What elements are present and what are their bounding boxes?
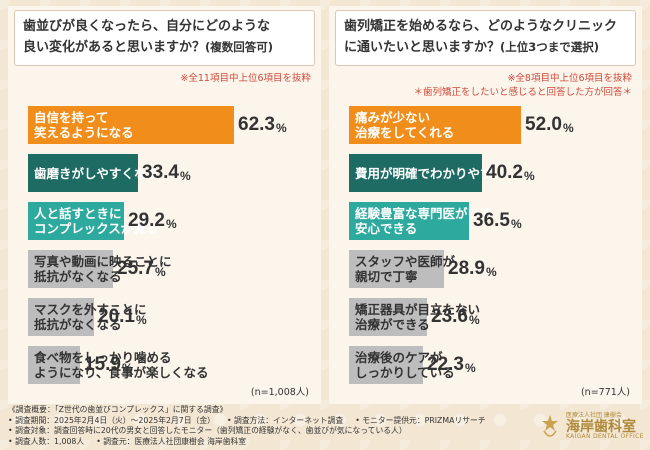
bar-value-label: 28.9% xyxy=(448,250,497,288)
bar-value-unit: % xyxy=(179,169,191,183)
right-title-text: 歯列矯正を始めるなら、どのようなクリニック に通いたいと思いますか？ xyxy=(344,19,618,55)
bar-value-unit: % xyxy=(485,265,497,279)
clinic-logo: 医療法人社団 康樹会 海岸歯科室 KAIGAN DENTAL OFFICE xyxy=(538,408,646,446)
bar-right-2: 経験豊富な専門医がいて 安心できる 36.5% xyxy=(349,202,522,240)
bar-value-label: 62.3% xyxy=(238,106,287,144)
left-chart-note: ※全11項目中上位6項目を抜粋 xyxy=(180,73,311,84)
bar-label: 治療後のケアが しっかりしている xyxy=(355,350,455,380)
bar-value-label: 15.9% xyxy=(84,346,133,384)
bar-value-label: 22.3% xyxy=(427,346,476,384)
bar-label: 食べ物をしっかり噛める ようになり、食事が楽しくなる xyxy=(34,350,209,380)
bar-value-unit: % xyxy=(562,121,574,135)
footer-sponsor: • 調査元：医療法人社団康樹会 海岸歯科室 xyxy=(96,436,247,446)
bar-value-unit: % xyxy=(468,313,480,327)
bar-value-number: 62.3 xyxy=(238,114,275,135)
bar-value-number: 28.9 xyxy=(448,258,485,279)
left-title-text: 歯並びが良くなったら、自分にどのような 良い変化があると思いますか？ xyxy=(23,19,271,55)
bar-value-label: 25.7% xyxy=(117,250,166,288)
right-chart-title: 歯列矯正を始めるなら、どのようなクリニック に通いたいと思いますか？(上位3つま… xyxy=(335,10,636,66)
bar-label: 歯磨きがしやすくなる xyxy=(34,165,159,181)
footer-provider: • モニター提供元：PRIZMAリサーチ xyxy=(355,415,486,425)
bar-label: 矯正器具が目立たない 治療ができる xyxy=(355,302,481,332)
bar-label: 自信を持って 笑えるようになる xyxy=(34,110,134,140)
bar-left-0: 自信を持って 笑えるようになる 62.3% xyxy=(28,106,287,144)
bar-value-unit: % xyxy=(275,121,287,135)
bar-value-label: 23.6% xyxy=(431,298,480,336)
right-chart-note: ※全8項目中上位6項目を抜粋 xyxy=(507,73,632,84)
logo-tagline: 医療法人社団 康樹会 xyxy=(566,412,622,420)
footer-target: • 調査対象：調査回答時に20代の男女と回答したモニター（歯列矯正の経験がなく、… xyxy=(8,426,407,435)
bar-value-number: 36.5 xyxy=(473,210,510,231)
bar-value-number: 25.7 xyxy=(117,258,154,279)
bar-value-label: 33.4% xyxy=(142,154,191,192)
bar-label: 痛みが少ない 治療をしてくれる xyxy=(355,110,455,140)
bar-right-3: スタッフや医師が 親切で丁寧 28.9% xyxy=(349,250,497,288)
bar-label: スタッフや医師が 親切で丁寧 xyxy=(355,254,456,284)
bar-value-number: 33.4 xyxy=(142,162,179,183)
bar-value-number: 23.6 xyxy=(431,306,468,327)
bar-left-4: マスクを外すことに 抵抗がなくなる 20.1% xyxy=(28,298,147,336)
bar-right-0: 痛みが少ない 治療をしてくれる 52.0% xyxy=(349,106,574,144)
bar-right-5: 治療後のケアが しっかりしている 22.3% xyxy=(349,346,476,384)
bar-value-number: 15.9 xyxy=(84,354,121,375)
bar-value-number: 22.3 xyxy=(427,354,464,375)
bar-value-unit: % xyxy=(165,217,177,231)
bar-left-3: 写真や動画に映ることに 抵抗がなくなる 25.7% xyxy=(28,250,172,288)
bar-value-label: 20.1% xyxy=(98,298,147,336)
bar-value-label: 29.2% xyxy=(128,202,177,240)
bar-label: マスクを外すことに 抵抗がなくなる xyxy=(34,302,147,332)
right-title-suffix: (上位3つまで選択) xyxy=(500,40,600,54)
bar-label: 費用が明確でわかりやすい xyxy=(355,165,506,181)
bar-value-unit: % xyxy=(154,265,166,279)
left-chart-panel: 歯並びが良くなったら、自分にどのような 良い変化があると思いますか？(複数回答可… xyxy=(8,6,321,404)
right-n-label: (n=771人) xyxy=(580,387,630,398)
right-chart-note2: ＊歯列矯正をしたいと感じると回答した方が回答＊ xyxy=(413,87,632,98)
footer-period: • 調査期間：2025年2月4日（火）〜2025年2月7日（金） xyxy=(8,415,215,425)
bar-value-number: 29.2 xyxy=(128,210,165,231)
logo-name: 海岸歯科室 xyxy=(566,418,636,435)
bar-value-number: 52.0 xyxy=(525,114,562,135)
survey-footer: 《調査概要：「Z世代の歯並びコンプレックス」に関する調査》 • 調査期間：202… xyxy=(8,405,528,447)
bar-value-unit: % xyxy=(510,217,522,231)
bar-value-number: 20.1 xyxy=(98,306,135,327)
bar-label: 経験豊富な専門医がいて 安心できる xyxy=(355,206,493,236)
bar-value-label: 52.0% xyxy=(525,106,574,144)
bar-value-unit: % xyxy=(135,313,147,327)
bar-label: 写真や動画に映ることに 抵抗がなくなる xyxy=(34,254,172,284)
bar-left-1: 歯磨きがしやすくなる 33.4% xyxy=(28,154,191,192)
logo-english: KAIGAN DENTAL OFFICE xyxy=(566,433,644,441)
footer-count: • 調査人数：1,008人 xyxy=(8,436,85,446)
right-chart-panel: 歯列矯正を始めるなら、どのようなクリニック に通いたいと思いますか？(上位3つま… xyxy=(329,6,642,404)
left-n-label: (n=1,008人) xyxy=(250,387,309,398)
bar-value-label: 36.5% xyxy=(473,202,522,240)
bar-value-unit: % xyxy=(523,169,535,183)
bar-value-unit: % xyxy=(121,361,133,375)
bar-left-2: 人と話すときに コンプレックスが減る 29.2% xyxy=(28,202,177,240)
bar-value-label: 40.2% xyxy=(486,154,535,192)
bar-value-unit: % xyxy=(464,361,476,375)
tooth-star-icon xyxy=(542,415,558,437)
left-chart-title: 歯並びが良くなったら、自分にどのような 良い変化があると思いますか？(複数回答可… xyxy=(14,10,315,66)
footer-heading: 《調査概要：「Z世代の歯並びコンプレックス」に関する調査》 xyxy=(8,405,228,414)
bar-value-number: 40.2 xyxy=(486,162,523,183)
footer-method: • 調査方法：インターネット調査 xyxy=(226,415,344,425)
bar-left-5: 食べ物をしっかり噛める ようになり、食事が楽しくなる 15.9% xyxy=(28,346,209,384)
bar-label: 人と話すときに コンプレックスが減る xyxy=(34,206,159,236)
left-title-suffix: (複数回答可) xyxy=(205,40,274,54)
bar-right-4: 矯正器具が目立たない 治療ができる 23.6% xyxy=(349,298,480,336)
bar-right-1: 費用が明確でわかりやすい 40.2% xyxy=(349,154,535,192)
